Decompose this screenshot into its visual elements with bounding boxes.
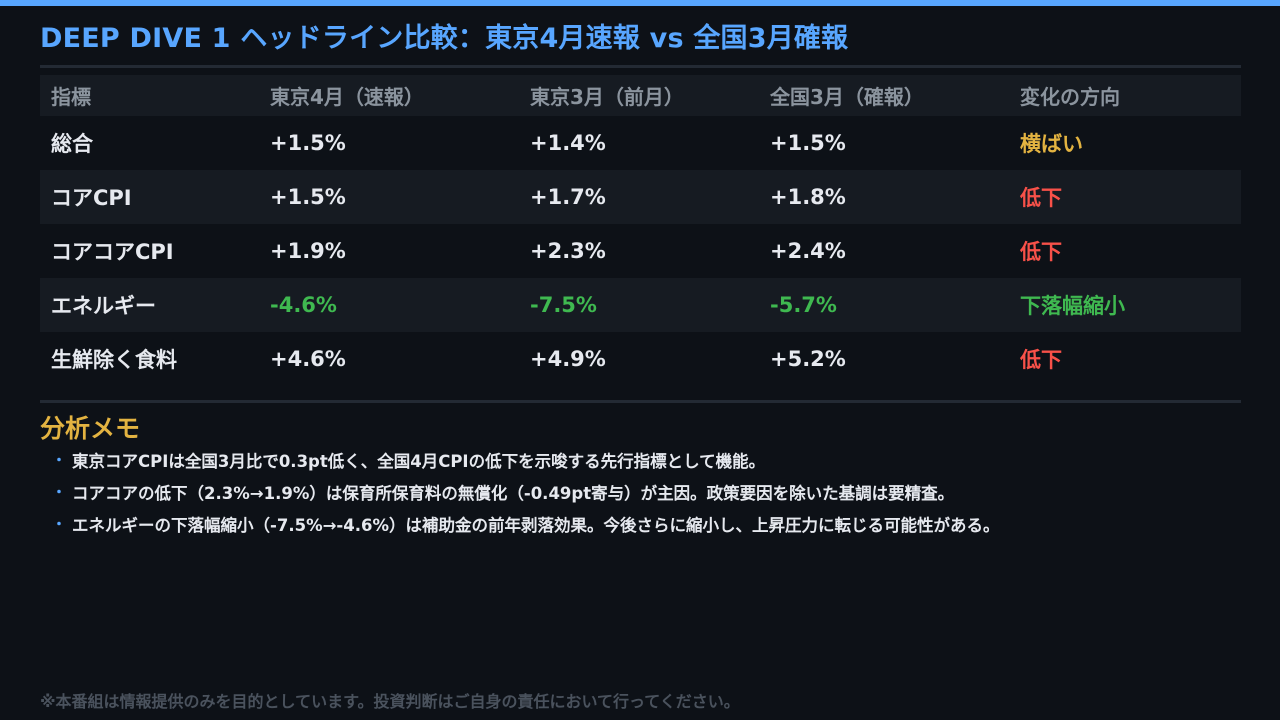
direction-cell: 低下 (1020, 186, 1062, 210)
table-header-row: 指標 東京4月（速報） 東京3月（前月） 全国3月（確報） 変化の方向 (40, 75, 1241, 116)
direction-cell: 低下 (1020, 240, 1062, 264)
memo-title: 分析メモ (40, 414, 141, 443)
top-accent-bar (0, 0, 1280, 6)
memo-text: 東京コアCPIは全国3月比で0.3pt低く、全国4月CPIの低下を示唆する先行指… (72, 452, 766, 471)
table-row: 生鮮除く食料 +4.6% +4.9% +5.2% 低下 (40, 332, 1241, 386)
indicator-cell: コアコアCPI (51, 240, 174, 264)
column-header-tokyo-apr: 東京4月（速報） (270, 85, 424, 109)
memo-item: ・コアコアの低下（2.3%→1.9%）は保育所保育料の無償化（-0.49pt寄与… (52, 476, 1252, 508)
memo-item: ・エネルギーの下落幅縮小（-7.5%→-4.6%）は補助金の前年剥落効果。今後さ… (52, 508, 1252, 540)
tokyo-mar-cell: +1.7% (530, 185, 606, 209)
column-header-direction: 変化の方向 (1020, 85, 1120, 109)
comparison-table: 指標 東京4月（速報） 東京3月（前月） 全国3月（確報） 変化の方向 総合 +1… (40, 75, 1241, 386)
bullet-icon: ・ (52, 517, 66, 533)
memo-text: コアコアの低下（2.3%→1.9%）は保育所保育料の無償化（-0.49pt寄与）… (72, 484, 955, 503)
national-mar-cell: +1.8% (770, 185, 846, 209)
direction-cell: 低下 (1020, 348, 1062, 372)
national-mar-cell: +5.2% (770, 347, 846, 371)
bullet-icon: ・ (52, 453, 66, 469)
direction-cell: 横ばい (1020, 132, 1083, 156)
column-header-indicator: 指標 (51, 85, 91, 109)
tokyo-mar-cell: -7.5% (530, 293, 597, 317)
table-row: 総合 +1.5% +1.4% +1.5% 横ばい (40, 116, 1241, 170)
bullet-icon: ・ (52, 485, 66, 501)
table-body: 総合 +1.5% +1.4% +1.5% 横ばいコアCPI +1.5% +1.7% +1.8%… (40, 116, 1241, 386)
column-header-tokyo-mar: 東京3月（前月） (530, 85, 684, 109)
indicator-cell: コアCPI (51, 186, 132, 210)
page-title: DEEP DIVE 1 ヘッドライン比較：東京4月速報 vs 全国3月確報 (40, 23, 849, 54)
indicator-cell: 総合 (51, 132, 93, 156)
tokyo-apr-cell: +1.5% (270, 131, 346, 155)
divider (40, 400, 1241, 403)
column-header-national-mar: 全国3月（確報） (770, 85, 924, 109)
tokyo-apr-cell: +4.6% (270, 347, 346, 371)
tokyo-apr-cell: -4.6% (270, 293, 337, 317)
national-mar-cell: -5.7% (770, 293, 837, 317)
memo-item: ・東京コアCPIは全国3月比で0.3pt低く、全国4月CPIの低下を示唆する先行… (52, 444, 1252, 476)
disclaimer: ※本番組は情報提供のみを目的としています。投資判断はご自身の責任において行ってく… (40, 692, 740, 711)
divider (40, 65, 1241, 68)
tokyo-mar-cell: +2.3% (530, 239, 606, 263)
tokyo-mar-cell: +1.4% (530, 131, 606, 155)
national-mar-cell: +1.5% (770, 131, 846, 155)
indicator-cell: 生鮮除く食料 (51, 348, 177, 372)
direction-cell: 下落幅縮小 (1020, 294, 1125, 318)
national-mar-cell: +2.4% (770, 239, 846, 263)
table-row: コアCPI +1.5% +1.7% +1.8% 低下 (40, 170, 1241, 224)
indicator-cell: エネルギー (51, 294, 156, 318)
tokyo-mar-cell: +4.9% (530, 347, 606, 371)
memo-list: ・東京コアCPIは全国3月比で0.3pt低く、全国4月CPIの低下を示唆する先行… (52, 444, 1252, 540)
tokyo-apr-cell: +1.9% (270, 239, 346, 263)
memo-text: エネルギーの下落幅縮小（-7.5%→-4.6%）は補助金の前年剥落効果。今後さら… (72, 516, 1000, 535)
table-row: コアコアCPI +1.9% +2.3% +2.4% 低下 (40, 224, 1241, 278)
tokyo-apr-cell: +1.5% (270, 185, 346, 209)
table-row: エネルギー -4.6% -7.5% -5.7% 下落幅縮小 (40, 278, 1241, 332)
